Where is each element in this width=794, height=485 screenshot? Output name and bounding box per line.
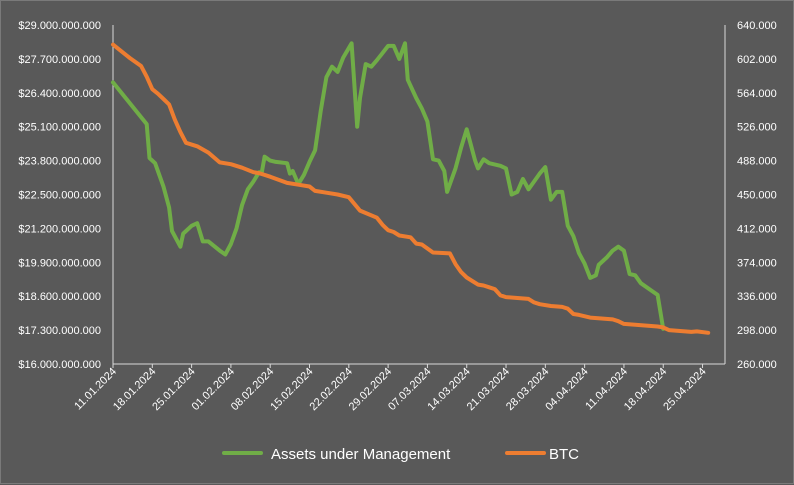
right-tick-label: 564.000	[737, 88, 777, 100]
left-tick-label: $23.800.000.000	[18, 156, 101, 168]
series-line-btc	[111, 42, 711, 335]
left-tick-label: $27.700.000.000	[18, 54, 101, 66]
x-axis-ticks: 11.01.202418.01.202425.01.202401.02.2024…	[72, 364, 709, 413]
series-line-assets-under-management	[111, 41, 666, 331]
left-tick-label: $26.400.000.000	[18, 88, 101, 100]
left-tick-label: $17.300.000.000	[18, 325, 101, 337]
right-tick-label: 488.000	[737, 156, 777, 168]
legend-label-assets-under-management: Assets under Management	[271, 446, 451, 463]
left-tick-label: $18.600.000.000	[18, 291, 101, 303]
left-tick-label: $22.500.000.000	[18, 190, 101, 202]
right-tick-label: 640.000	[737, 20, 777, 32]
x-tick-label: 04.04.2024	[543, 366, 590, 413]
right-axis-ticks: 260.000 298.000 336.000 374.000 412.000 450.0…	[737, 20, 777, 371]
right-tick-label: 260.000	[737, 359, 777, 371]
left-tick-label: $29.000.000.000	[18, 20, 101, 32]
left-tick-label: $25.100.000.000	[18, 122, 101, 134]
series-lines	[111, 41, 711, 335]
right-tick-label: 336.000	[737, 291, 777, 303]
legend-label-btc: BTC	[549, 446, 579, 463]
legend: Assets under Management BTC	[222, 446, 579, 463]
x-tick-label: 25.04.2024	[661, 366, 708, 413]
right-tick-label: 450.000	[737, 190, 777, 202]
right-tick-label: 298.000	[737, 325, 777, 337]
right-tick-label: 526.000	[737, 122, 777, 134]
right-tick-label: 374.000	[737, 257, 777, 269]
left-axis-ticks: $16.000.000.000 $17.300.000.000 $18.600.00…	[18, 20, 101, 371]
axes-group	[112, 25, 726, 365]
left-tick-label: $16.000.000.000	[18, 359, 101, 371]
left-tick-label: $21.200.000.000	[18, 223, 101, 235]
right-tick-label: 602.000	[737, 54, 777, 66]
left-tick-label: $19.900.000.000	[18, 257, 101, 269]
right-tick-label: 412.000	[737, 223, 777, 235]
